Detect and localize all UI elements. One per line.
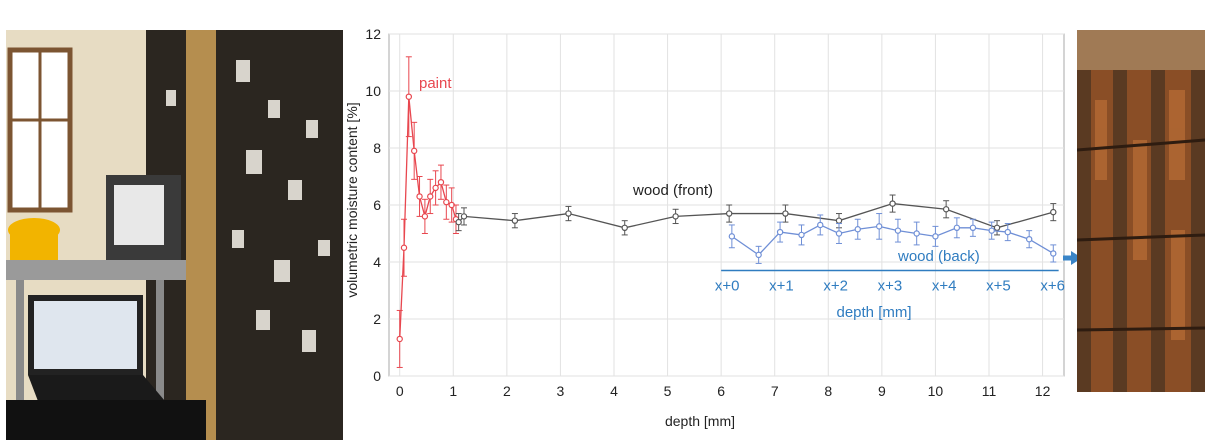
arrow-icon [1063, 251, 1082, 265]
series-label-wood-back: wood (back) [897, 248, 980, 265]
secondary-tick-label: x+6 [1040, 278, 1065, 295]
measurement-setup-photo [6, 30, 343, 440]
x-tick-label: 8 [824, 383, 832, 399]
secondary-tick-label: x+4 [932, 278, 957, 295]
data-point [728, 233, 736, 240]
x-tick-label: 9 [878, 383, 886, 399]
secondary-tick-label: x+1 [769, 278, 794, 295]
series-label-paint: paint [419, 75, 452, 92]
secondary-tick-label: x+0 [715, 278, 740, 295]
series-label-wood-front: wood (front) [632, 182, 713, 199]
data-point [396, 335, 403, 343]
data-point [782, 210, 789, 217]
data-point [427, 193, 434, 200]
data-point [432, 184, 439, 192]
x-tick-label: 2 [503, 383, 511, 399]
data-point [421, 213, 429, 220]
data-point [889, 200, 896, 207]
x-tick-label: 11 [982, 383, 997, 399]
wooden-panel-back-photo [1077, 30, 1205, 392]
y-tick-label: 12 [365, 26, 381, 42]
secondary-tick-label: x+2 [823, 278, 848, 295]
data-point [405, 93, 413, 100]
x-axis-label: depth [mm] [665, 413, 735, 429]
data-point [400, 244, 408, 251]
x-tick-label: 10 [928, 383, 944, 399]
data-point [755, 251, 762, 259]
data-point [969, 224, 977, 231]
secondary-tick-label: x+3 [878, 278, 903, 295]
data-point [835, 217, 843, 224]
data-point [875, 223, 883, 230]
x-tick-label: 0 [396, 383, 404, 399]
data-point [776, 228, 784, 236]
x-tick-label: 3 [557, 383, 565, 399]
data-point [894, 227, 902, 234]
data-point [455, 218, 462, 226]
x-tick-label: 12 [1035, 383, 1051, 399]
x-tick-label: 7 [771, 383, 779, 399]
data-point [993, 224, 1001, 231]
data-point [460, 213, 468, 220]
data-point [798, 231, 805, 239]
data-point [1004, 228, 1011, 236]
data-point [1050, 208, 1057, 216]
y-tick-label: 2 [373, 311, 381, 327]
y-tick-label: 8 [373, 140, 381, 156]
data-point [410, 147, 418, 155]
data-point [565, 210, 572, 217]
data-point [672, 213, 679, 220]
data-point [988, 227, 995, 234]
secondary-axis-label: depth [mm] [836, 304, 911, 321]
data-point [942, 206, 950, 213]
y-axis-label: volumetric moisture content [%] [344, 102, 360, 297]
data-point [1050, 250, 1057, 257]
y-tick-label: 6 [373, 197, 381, 213]
data-point [725, 210, 733, 217]
data-point [621, 224, 628, 231]
y-tick-label: 4 [373, 254, 381, 270]
data-point [416, 193, 423, 200]
data-point [932, 233, 939, 240]
x-tick-label: 6 [717, 383, 725, 399]
data-point [437, 178, 445, 186]
data-point [1025, 235, 1033, 243]
y-tick-label: 10 [365, 83, 381, 99]
data-point [835, 230, 843, 237]
data-point [953, 224, 961, 231]
data-point [443, 198, 450, 206]
y-tick-label: 0 [373, 368, 381, 384]
secondary-tick-label: x+5 [986, 278, 1011, 295]
x-tick-label: 4 [610, 383, 618, 399]
data-point [511, 217, 519, 224]
x-tick-label: 1 [449, 383, 457, 399]
x-tick-label: 5 [664, 383, 672, 399]
data-point [913, 230, 920, 237]
data-point [817, 221, 824, 229]
data-point [854, 226, 861, 233]
